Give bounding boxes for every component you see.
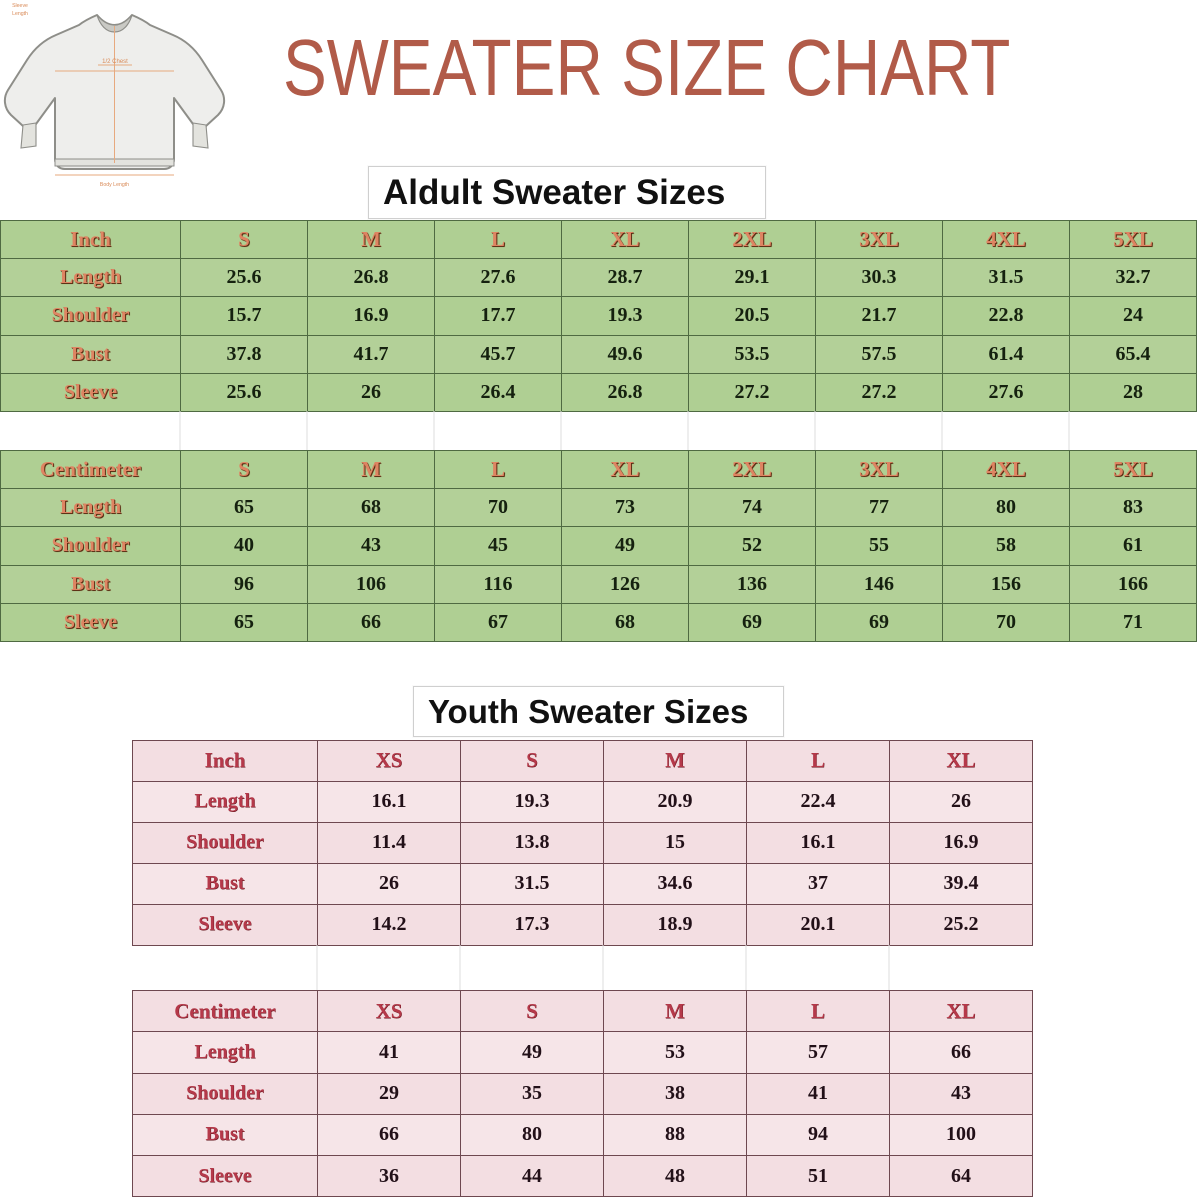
- svg-text:Body Length: Body Length: [100, 182, 129, 188]
- svg-text:Sleeve: Sleeve: [12, 3, 28, 9]
- svg-text:1/2 Chest: 1/2 Chest: [102, 59, 128, 65]
- svg-text:Length: Length: [12, 11, 28, 17]
